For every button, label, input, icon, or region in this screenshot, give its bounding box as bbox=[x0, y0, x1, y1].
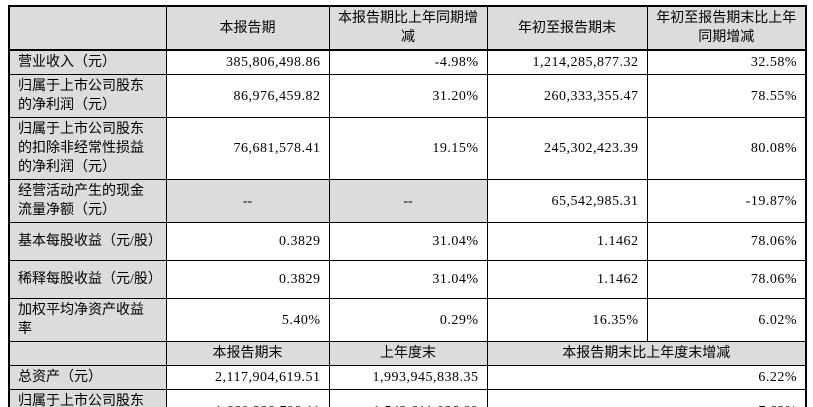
row-label: 稀释每股收益（元/股） bbox=[8, 260, 167, 299]
row-label: 归属于上市公司股东的所有者权益（元） bbox=[8, 389, 167, 407]
cell-ytd-yoy: 6.02% bbox=[646, 298, 807, 342]
row-label: 基本每股收益（元/股） bbox=[8, 222, 167, 261]
header-ytd: 年初至报告期末 bbox=[486, 5, 648, 51]
header-period: 本报告期 bbox=[165, 5, 330, 51]
cell-period-end: 2,117,904,619.51 bbox=[165, 365, 330, 390]
row-label: 归属于上市公司股东的净利润（元） bbox=[8, 74, 167, 118]
cell-period: 0.3829 bbox=[165, 260, 330, 299]
cell-period-yoy: 31.04% bbox=[328, 260, 488, 299]
header-period-yoy: 本报告期比上年同期增减 bbox=[328, 5, 488, 51]
corner-cell bbox=[8, 5, 167, 51]
cell-period-yoy: 31.20% bbox=[328, 74, 488, 118]
row-label: 营业收入（元） bbox=[8, 49, 167, 75]
table-row-revenue: 营业收入（元） 385,806,498.86 -4.98% 1,214,285,… bbox=[8, 49, 807, 75]
cell-change: 6.22% bbox=[486, 365, 807, 390]
table-row-weighted-avg-roe: 加权平均净资产收益率 5.40% 0.29% 16.35% 6.02% bbox=[8, 298, 807, 342]
corner-cell bbox=[8, 341, 167, 366]
cell-ytd: 245,302,423.39 bbox=[486, 117, 648, 180]
header-period-end-change: 本报告期末比上年度末增减 bbox=[486, 341, 807, 366]
row-label: 归属于上市公司股东的扣除非经常性损益的净利润（元） bbox=[8, 117, 167, 180]
row-label: 经营活动产生的现金流量净额（元） bbox=[8, 179, 167, 223]
cell-ytd: 1.1462 bbox=[486, 260, 648, 299]
cell-prev-year-end: 1,993,945,838.35 bbox=[328, 365, 488, 390]
header-period-end: 本报告期末 bbox=[165, 341, 330, 366]
cell-period-yoy: 31.04% bbox=[328, 222, 488, 261]
cell-ytd-yoy: 78.06% bbox=[646, 222, 807, 261]
cell-period: 0.3829 bbox=[165, 222, 330, 261]
cell-period: 86,976,459.82 bbox=[165, 74, 330, 118]
cell-ytd-yoy: -19.87% bbox=[646, 179, 807, 223]
section1-header-row: 本报告期 本报告期比上年同期增减 年初至报告期末 年初至报告期末比上年同期增减 bbox=[8, 5, 807, 51]
table-row-diluted-eps: 稀释每股收益（元/股） 0.3829 31.04% 1.1462 78.06% bbox=[8, 260, 807, 299]
row-label: 总资产（元） bbox=[8, 365, 167, 390]
cell-ytd-yoy: 80.08% bbox=[646, 117, 807, 180]
table-row-net-profit: 归属于上市公司股东的净利润（元） 86,976,459.82 31.20% 26… bbox=[8, 74, 807, 118]
cell-period-yoy: 19.15% bbox=[328, 117, 488, 180]
cell-prev-year-end: 1,542,611,036.89 bbox=[328, 389, 488, 407]
cell-period: 76,681,578.41 bbox=[165, 117, 330, 180]
financial-summary-table: 本报告期 本报告期比上年同期增减 年初至报告期末 年初至报告期末比上年同期增减 … bbox=[8, 5, 807, 407]
cell-ytd: 1,214,285,877.32 bbox=[486, 49, 648, 75]
cell-period-yoy: -- bbox=[328, 179, 488, 223]
cell-ytd-yoy: 78.55% bbox=[646, 74, 807, 118]
table-row-net-profit-excl-nonrecurring: 归属于上市公司股东的扣除非经常性损益的净利润（元） 76,681,578.41 … bbox=[8, 117, 807, 180]
header-ytd-yoy: 年初至报告期末比上年同期增减 bbox=[646, 5, 807, 51]
cell-ytd-yoy: 78.06% bbox=[646, 260, 807, 299]
cell-ytd: 16.35% bbox=[486, 298, 648, 342]
cell-ytd-yoy: 32.58% bbox=[646, 49, 807, 75]
section2-header-row: 本报告期末 上年度末 本报告期末比上年度末增减 bbox=[8, 341, 807, 366]
cell-period-end: 1,660,338,798.11 bbox=[165, 389, 330, 407]
table-row-operating-cash-flow: 经营活动产生的现金流量净额（元） -- -- 65,542,985.31 -19… bbox=[8, 179, 807, 223]
cell-period: 385,806,498.86 bbox=[165, 49, 330, 75]
cell-period: 5.40% bbox=[165, 298, 330, 342]
cell-period-yoy: 0.29% bbox=[328, 298, 488, 342]
row-label: 加权平均净资产收益率 bbox=[8, 298, 167, 342]
cell-period: -- bbox=[165, 179, 330, 223]
cell-ytd: 1.1462 bbox=[486, 222, 648, 261]
cell-change: 7.63% bbox=[486, 389, 807, 407]
table-row-total-assets: 总资产（元） 2,117,904,619.51 1,993,945,838.35… bbox=[8, 365, 807, 390]
table-row-basic-eps: 基本每股收益（元/股） 0.3829 31.04% 1.1462 78.06% bbox=[8, 222, 807, 261]
table-row-owners-equity: 归属于上市公司股东的所有者权益（元） 1,660,338,798.11 1,54… bbox=[8, 389, 807, 407]
cell-ytd: 260,333,355.47 bbox=[486, 74, 648, 118]
cell-ytd: 65,542,985.31 bbox=[486, 179, 648, 223]
cell-period-yoy: -4.98% bbox=[328, 49, 488, 75]
header-prev-year-end: 上年度末 bbox=[328, 341, 488, 366]
